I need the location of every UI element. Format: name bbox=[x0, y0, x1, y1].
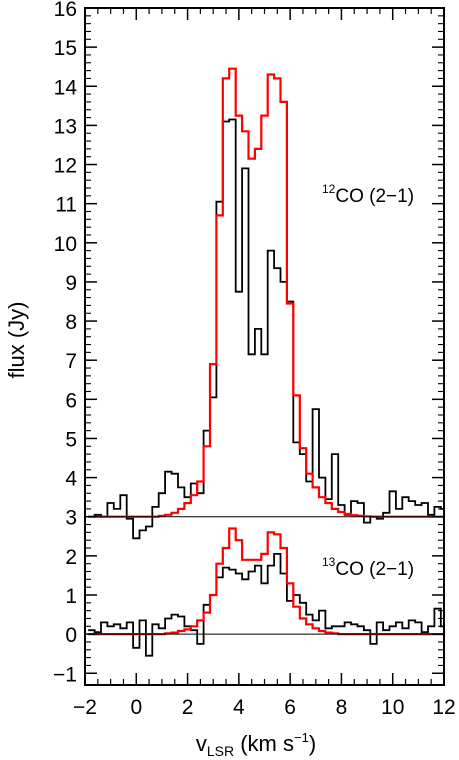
y-tick-label: 5 bbox=[65, 428, 77, 451]
y-tick-label: 13 bbox=[54, 115, 77, 138]
x-tick-label: 12 bbox=[432, 696, 455, 719]
y-tick-label: 14 bbox=[54, 76, 78, 99]
y-tick-label: −1 bbox=[53, 663, 77, 686]
x-tick-label: 10 bbox=[381, 696, 404, 719]
annotation-13co-isotope: 13 bbox=[322, 555, 336, 569]
ticks-layer bbox=[84, 7, 445, 685]
x-tick-label: 8 bbox=[336, 696, 348, 719]
annotation-12co-isotope: 12 bbox=[322, 182, 336, 196]
y-tick-label: 8 bbox=[65, 311, 77, 334]
x-axis-title-unit: (km s bbox=[234, 731, 294, 756]
y-axis-title: flux (Jy) bbox=[4, 302, 29, 379]
annotation-13co: 13CO (2−1) bbox=[322, 555, 414, 580]
x-tick-label: 2 bbox=[182, 696, 194, 719]
y-tick-label: 15 bbox=[54, 37, 77, 60]
y-tick-label: 16 bbox=[54, 0, 77, 21]
x-axis-title-main: v bbox=[196, 731, 207, 756]
series-line-13co-observed bbox=[88, 553, 444, 657]
x-axis-title-unit-exponent: −1 bbox=[294, 730, 309, 745]
series-line-12co-observed bbox=[88, 118, 444, 540]
y-tick-label: 1 bbox=[65, 585, 77, 608]
y-tick-label: 12 bbox=[54, 155, 77, 178]
y-tick-label: 10 bbox=[54, 233, 77, 256]
x-axis-title-subscript: LSR bbox=[207, 743, 234, 759]
x-tick-label: 0 bbox=[130, 696, 142, 719]
annotation-12co: 12CO (2−1) bbox=[322, 182, 414, 207]
annotation-12co-label: CO (2−1) bbox=[335, 186, 414, 207]
x-axis-title: vLSR (km s−1) bbox=[196, 730, 316, 759]
y-tick-label: 11 bbox=[55, 194, 77, 217]
y-tick-label: 6 bbox=[65, 389, 77, 412]
x-tick-label: 4 bbox=[233, 696, 245, 719]
y-tick-label: 7 bbox=[65, 350, 77, 373]
series-line-12co-model bbox=[88, 67, 444, 518]
x-tick-label: 6 bbox=[284, 696, 296, 719]
y-tick-label: 2 bbox=[65, 546, 77, 569]
x-axis-title-unit-close: ) bbox=[309, 731, 316, 756]
baseline-layer bbox=[91, 516, 438, 635]
series-line-13co-model bbox=[88, 527, 444, 636]
y-tick-label: 0 bbox=[65, 624, 77, 647]
x-tick-label: −2 bbox=[73, 696, 97, 719]
annotation-13co-label: CO (2−1) bbox=[335, 559, 414, 580]
y-tick-label: 4 bbox=[65, 468, 77, 491]
y-tick-label: 3 bbox=[65, 507, 77, 530]
y-tick-label: 9 bbox=[65, 272, 77, 295]
